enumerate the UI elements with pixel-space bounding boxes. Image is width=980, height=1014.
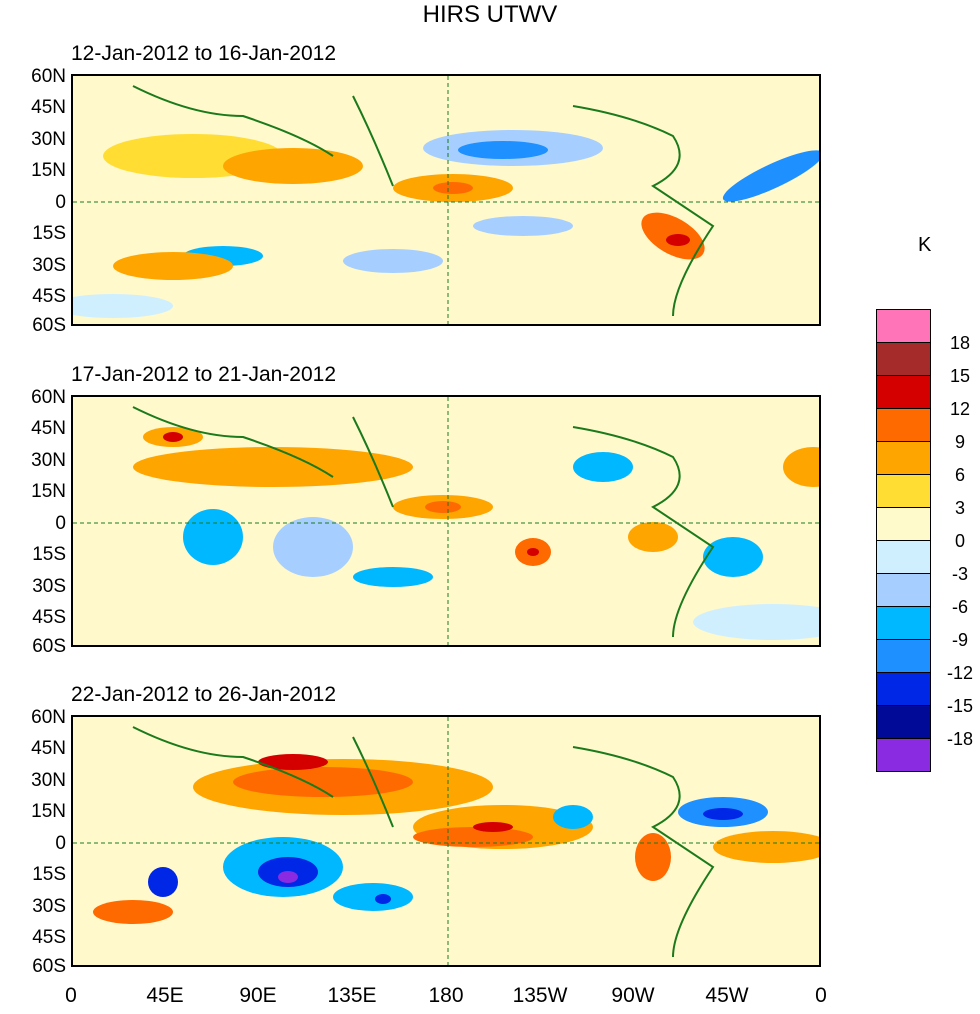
p3-lat-30n: 30N bbox=[31, 770, 66, 791]
lon-45e: 45E bbox=[146, 984, 184, 1007]
p1-lat-30n: 30N bbox=[31, 129, 66, 150]
colorbar-swatch bbox=[876, 342, 931, 376]
colorbar-swatch bbox=[876, 639, 931, 673]
p2-lat-30n: 30N bbox=[31, 450, 66, 471]
p3-lat-45n: 45N bbox=[31, 738, 66, 759]
anomaly-map-2 bbox=[73, 397, 819, 645]
colorbar-label: -9 bbox=[951, 630, 968, 650]
p2-lat-15s: 15S bbox=[32, 544, 66, 565]
lon-0: 0 bbox=[65, 984, 77, 1007]
panel-2-title: 17-Jan-2012 to 21-Jan-2012 bbox=[71, 363, 337, 386]
colorbar-label: 3 bbox=[954, 498, 965, 518]
colorbar-label: 0 bbox=[954, 531, 965, 551]
p2-lat-15n: 15N bbox=[31, 481, 66, 502]
p1-lat-30s: 30S bbox=[32, 255, 66, 276]
lon-0-east: 0 bbox=[815, 984, 827, 1007]
lon-135e: 135E bbox=[327, 984, 377, 1007]
panel-1-title: 12-Jan-2012 to 16-Jan-2012 bbox=[71, 42, 337, 65]
p1-lat-15n: 15N bbox=[31, 160, 66, 181]
colorbar-swatch bbox=[876, 705, 931, 739]
anomaly-map-3 bbox=[73, 717, 819, 965]
anomaly-map-1 bbox=[73, 76, 819, 324]
colorbar-label: -3 bbox=[951, 564, 968, 584]
p1-lat-15s: 15S bbox=[32, 223, 66, 244]
lon-180: 180 bbox=[428, 984, 464, 1007]
colorbar-swatch bbox=[876, 573, 931, 607]
colorbar-swatch bbox=[876, 672, 931, 706]
p3-lat-45s: 45S bbox=[32, 927, 66, 948]
panel-3-title: 22-Jan-2012 to 26-Jan-2012 bbox=[71, 683, 337, 706]
colorbar-swatch bbox=[876, 474, 931, 508]
p2-lat-60n: 60N bbox=[31, 387, 66, 408]
colorbar-label: -15 bbox=[946, 696, 973, 716]
p1-lat-45n: 45N bbox=[31, 97, 66, 118]
colorbar bbox=[876, 309, 931, 772]
colorbar-units: K bbox=[918, 234, 932, 256]
p1-lat-60n: 60N bbox=[31, 66, 66, 87]
p3-lat-60n: 60N bbox=[31, 707, 66, 728]
colorbar-label: 6 bbox=[954, 465, 965, 485]
lon-135w: 135W bbox=[512, 984, 568, 1007]
p2-lat-0: 0 bbox=[55, 513, 66, 534]
p3-lat-60s: 60S bbox=[32, 956, 66, 977]
colorbar-swatch bbox=[876, 375, 931, 409]
colorbar-label: 12 bbox=[949, 399, 971, 419]
colorbar-label: 18 bbox=[949, 333, 971, 353]
lon-90w: 90W bbox=[611, 984, 655, 1007]
p2-lat-60s: 60S bbox=[32, 636, 66, 657]
colorbar-swatch bbox=[876, 540, 931, 574]
map-panel-2 bbox=[71, 395, 821, 647]
colorbar-swatch bbox=[876, 408, 931, 442]
colorbar-label: -12 bbox=[946, 663, 973, 683]
map-panel-3 bbox=[71, 715, 821, 967]
p1-lat-0: 0 bbox=[55, 192, 66, 213]
p2-lat-45s: 45S bbox=[32, 607, 66, 628]
lon-90e: 90E bbox=[239, 984, 277, 1007]
figure-title: HIRS UTWV bbox=[422, 1, 558, 28]
p3-lat-30s: 30S bbox=[32, 896, 66, 917]
colorbar-label: 15 bbox=[949, 366, 971, 386]
colorbar-swatch bbox=[876, 507, 931, 541]
colorbar-swatch bbox=[876, 441, 931, 475]
p2-lat-30s: 30S bbox=[32, 576, 66, 597]
p2-lat-45n: 45N bbox=[31, 418, 66, 439]
colorbar-label: -18 bbox=[946, 729, 973, 749]
p3-lat-15s: 15S bbox=[32, 864, 66, 885]
p3-lat-0: 0 bbox=[55, 833, 66, 854]
colorbar-swatch bbox=[876, 738, 931, 772]
colorbar-swatch bbox=[876, 309, 931, 343]
colorbar-label: -6 bbox=[951, 597, 968, 617]
colorbar-label: 9 bbox=[954, 432, 965, 452]
lon-45w: 45W bbox=[705, 984, 749, 1007]
map-panel-1 bbox=[71, 74, 821, 326]
p1-lat-45s: 45S bbox=[32, 286, 66, 307]
colorbar-swatch bbox=[876, 606, 931, 640]
p1-lat-60s: 60S bbox=[32, 315, 66, 336]
p3-lat-15n: 15N bbox=[31, 801, 66, 822]
